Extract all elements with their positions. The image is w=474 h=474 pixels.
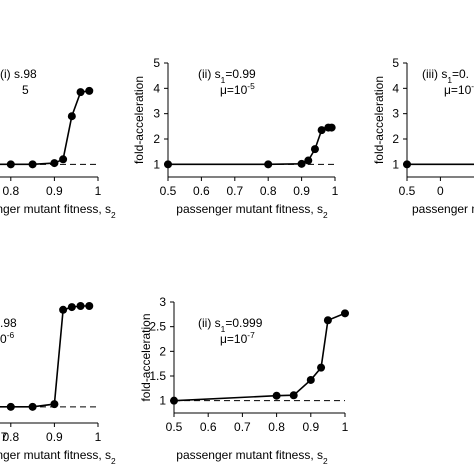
panel-2-x-tick-label: 0.7 xyxy=(226,184,243,198)
panel-4-data-point xyxy=(28,402,37,411)
panel-5-data-point xyxy=(306,375,315,384)
panel-1-data-point xyxy=(76,88,85,97)
panel-5-y-tick-label: 1.5 xyxy=(149,369,166,383)
panel-1-x-axis-label: passenger mutant fitness, s2 xyxy=(0,202,116,220)
panel-2-data-point xyxy=(310,145,319,154)
panel-5-x-tick-label: 0.9 xyxy=(302,420,319,434)
panel-5-y-axis-label: fold-acceleration xyxy=(139,313,153,401)
panel-5-y-tick-label: 1 xyxy=(159,394,166,408)
panel-1-data-point xyxy=(67,112,76,121)
panel-3-x-tick-label: 0.5 xyxy=(399,184,416,198)
panel-5-data-point xyxy=(323,316,332,325)
panel-2-data-point xyxy=(264,160,273,169)
panel-5-y-tick-label: 3 xyxy=(159,295,166,309)
panel-1-series-line xyxy=(0,90,90,166)
panel-4-x-tick-label: 0.8 xyxy=(2,430,19,444)
panel-5-y-tick-label: 2 xyxy=(159,344,166,358)
panel-4-annotation-s1: .98 xyxy=(0,316,17,330)
panel-4-data-point xyxy=(67,303,76,312)
panel-5-data-point xyxy=(317,363,326,372)
panel-2-data-point xyxy=(327,123,336,132)
panel-5-y-tick-label: 2.5 xyxy=(149,320,166,334)
panel-5-x-tick-label: 0.8 xyxy=(268,420,285,434)
panel-4-x-axis-label: passenger mutant fitness, s2 xyxy=(0,448,116,466)
panel-4-data-point xyxy=(50,400,59,409)
panel-1-data-point xyxy=(85,86,94,95)
panel-2-y-tick-label: 2 xyxy=(153,132,160,146)
panel-2-annotation-s1: (ii) s1=0.99 xyxy=(198,67,256,85)
panel-1-x-tick-label: 0.9 xyxy=(46,184,63,198)
panel-1-data-point xyxy=(59,155,68,164)
panel-3-y-tick-label: 5 xyxy=(392,56,399,70)
panel-2-x-tick-label: 0.6 xyxy=(193,184,210,198)
panel-4-x-tick-label: 1 xyxy=(95,430,102,444)
panel-3-data-point xyxy=(403,160,411,169)
panel-5-data-point xyxy=(170,396,178,405)
panel-3-y-tick-label: 1 xyxy=(392,157,399,171)
panel-2-x-tick-label: 1 xyxy=(332,184,339,198)
panel-1-x-tick-label: 1 xyxy=(95,184,102,198)
panel-4-data-point xyxy=(6,402,15,411)
panel-4-x-tick-label: 7 xyxy=(1,430,8,444)
panel-4-data-point xyxy=(76,302,85,311)
panel-1-annotation-mu: 5 xyxy=(22,83,29,97)
panel-4-data-point xyxy=(85,302,94,311)
panel-2-y-tick-label: 3 xyxy=(153,107,160,121)
panel-3-x-axis-label: passenger m xyxy=(412,202,474,216)
panel-5-annotation-mu: μ=10-7 xyxy=(220,330,255,346)
panel-5-x-tick-label: 0.5 xyxy=(166,420,183,434)
panel-3-y-tick-label: 3 xyxy=(392,107,399,121)
panel-5-data-point xyxy=(341,309,349,318)
panel-2-x-tick-label: 0.5 xyxy=(160,184,177,198)
panel-3-annotation-mu: μ=10- xyxy=(444,81,474,97)
panel-5-data-point xyxy=(272,391,281,400)
panel-1-data-point xyxy=(6,160,15,169)
panel-4-x-tick-label: 0.9 xyxy=(46,430,63,444)
panel-4-data-point xyxy=(59,305,68,314)
panel-5-x-tick-label: 0.6 xyxy=(200,420,217,434)
panel-1-data-point xyxy=(50,159,59,168)
panel-5-annotation-s1: (ii) s1=0.999 xyxy=(198,316,263,334)
panel-2-y-tick-label: 5 xyxy=(153,56,160,70)
panel-5-data-point xyxy=(289,391,298,400)
panel-3-y-tick-label: 4 xyxy=(392,81,399,95)
panel-2-x-tick-label: 0.8 xyxy=(260,184,277,198)
panel-2-annotation-mu: μ=10-5 xyxy=(220,81,255,97)
panel-3-x-tick-label: 0 xyxy=(437,184,444,198)
panel-2-data-point xyxy=(304,156,313,165)
panel-5-x-axis-label: passenger mutant fitness, s2 xyxy=(176,448,328,466)
panel-4-annotation-mu: 0-6 xyxy=(0,330,14,346)
panel-5-x-tick-label: 1 xyxy=(342,420,349,434)
panel-1-data-point xyxy=(28,160,37,169)
panel-2-data-point xyxy=(317,126,326,135)
panel-3-y-axis-label: fold-acceleration xyxy=(372,76,386,164)
panel-3-y-tick-label: 2 xyxy=(392,132,399,146)
panel-5-x-tick-label: 0.7 xyxy=(234,420,251,434)
panel-1-annotation-s1: (i) s.98 xyxy=(0,67,37,81)
panel-2-y-axis-label: fold-acceleration xyxy=(132,76,146,164)
panel-2-y-tick-label: 4 xyxy=(153,81,160,95)
panel-2-y-tick-label: 1 xyxy=(153,157,160,171)
panel-2-data-point xyxy=(297,159,306,168)
panel-2-data-point xyxy=(164,160,172,169)
panel-2-x-tick-label: 0.9 xyxy=(293,184,310,198)
panel-3-annotation-s1: (iii) s1=0. xyxy=(422,67,469,85)
panel-1-x-tick-label: 0.8 xyxy=(2,184,19,198)
panel-2-x-axis-label: passenger mutant fitness, s2 xyxy=(176,202,328,220)
